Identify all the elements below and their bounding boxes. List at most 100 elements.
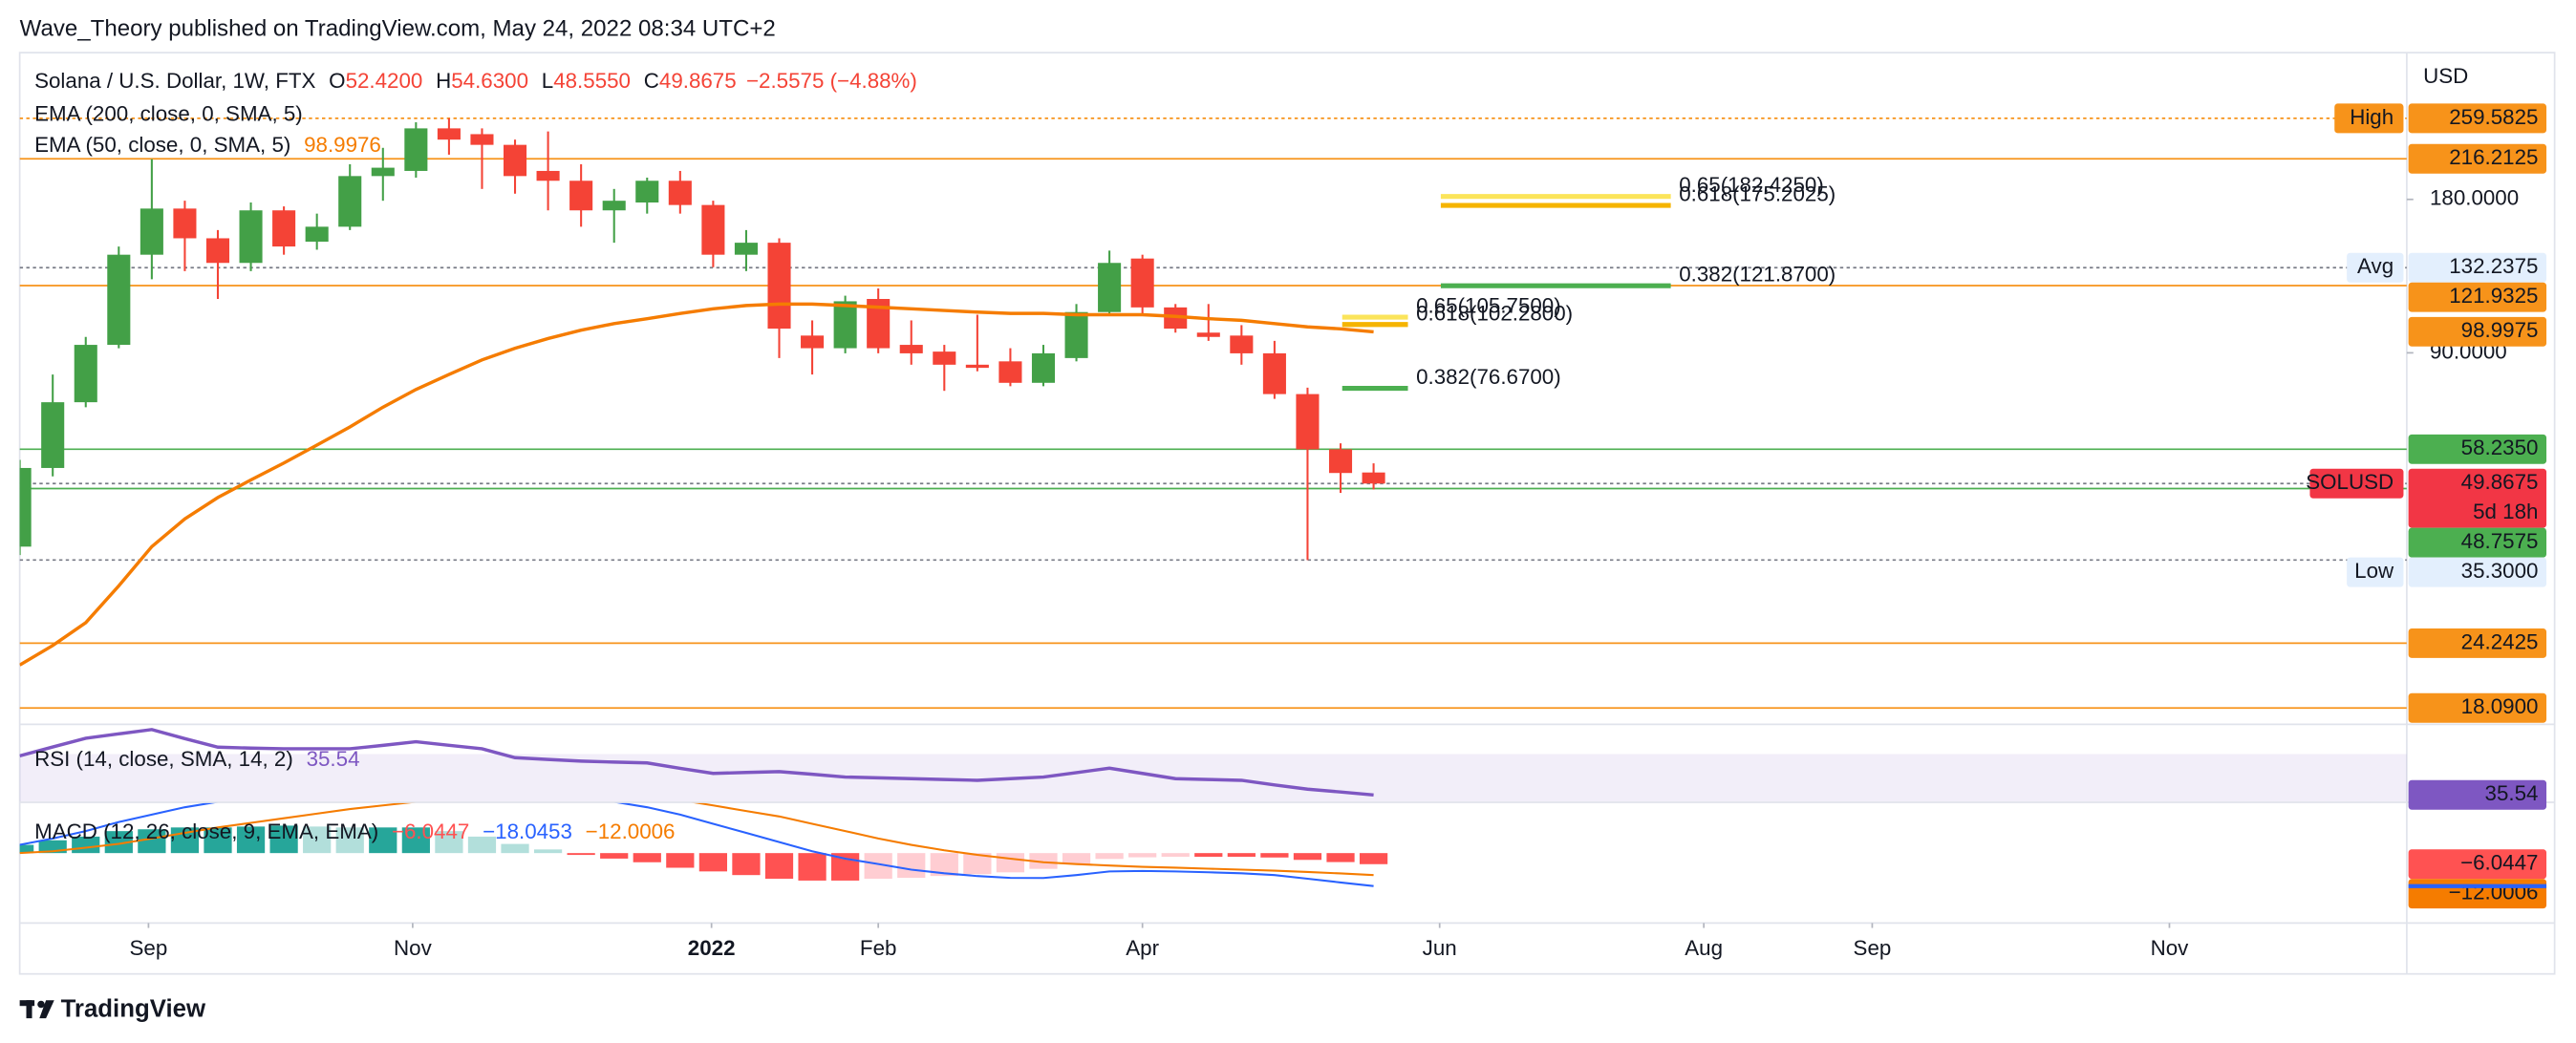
legend-key: O — [329, 69, 345, 93]
price-label-box — [2408, 316, 2547, 347]
legend-value: 98.9976 — [304, 133, 381, 157]
legend-text: MACD (12, 26, close, 9, EMA, EMA) — [34, 820, 378, 843]
candle-body — [305, 226, 329, 243]
legend-value: 35.54 — [307, 747, 360, 771]
price-label-box — [2408, 103, 2547, 134]
candle-body — [239, 210, 263, 264]
macd-histogram-bar — [698, 853, 728, 872]
candle-body — [1098, 263, 1122, 312]
fib-label: 0.618(175.2025) — [1679, 182, 1835, 206]
logo-part — [26, 1000, 32, 1019]
macd-histogram-bar — [435, 831, 463, 854]
macd-histogram-bar — [1128, 853, 1157, 858]
price-label-box — [2408, 692, 2547, 723]
macd-histogram-bar — [501, 843, 529, 854]
price-label: 35.3000 — [2461, 559, 2539, 583]
candle-body — [668, 181, 692, 205]
x-tick-label: Sep — [1854, 936, 1892, 960]
legend: Solana / U.S. Dollar, 1W, FTX O52.4200 H54… — [34, 69, 917, 93]
candle-body — [1031, 352, 1056, 383]
macd-histogram-bar — [401, 827, 430, 854]
macd-histogram-bar — [798, 853, 826, 881]
macd-histogram-bar — [897, 853, 926, 879]
price-tag: SOLUSD — [2306, 470, 2394, 494]
macd-histogram-bar — [1161, 853, 1190, 858]
macd-histogram-bar — [204, 827, 232, 854]
macd-histogram-bar — [1194, 853, 1223, 858]
price-label-box — [2408, 282, 2547, 312]
candle-body — [965, 364, 989, 369]
macd-histogram-bar — [1062, 853, 1091, 864]
macd-histogram-bar — [1227, 853, 1256, 858]
rsi-line — [19, 728, 1374, 797]
x-tick-label: Sep — [130, 936, 168, 960]
signal-line — [19, 802, 1374, 877]
macd-histogram-bar — [600, 853, 629, 859]
macd-histogram-bar — [269, 825, 298, 854]
main-pane: 0.65(182.4250)0.618(175.2025) 0.382(121.8… — [19, 117, 2407, 710]
macd-histogram-bar — [567, 853, 595, 856]
legend-change: −2.5575 (−4.88%) — [746, 69, 917, 93]
price-label: 49.8675 — [2461, 470, 2539, 494]
macd-histogram-bar — [1359, 853, 1388, 864]
macd-histogram-bar — [1326, 853, 1355, 862]
x-tick-label: Jun — [1423, 936, 1457, 960]
macd-histogram-bar — [1260, 853, 1289, 858]
brand: TradingView — [61, 995, 206, 1022]
candle-body — [602, 201, 626, 211]
price-label: 216.2125 — [2449, 145, 2538, 169]
fib-label: 0.382(121.8700) — [1679, 263, 1835, 287]
price-label: 132.2375 — [2449, 254, 2538, 278]
legend-value: 54.6300 — [451, 69, 528, 93]
macd-histogram-bar — [104, 831, 133, 854]
legend-value: 52.4200 — [346, 69, 423, 93]
macd-histogram-bar — [19, 844, 34, 854]
candle-body — [272, 210, 296, 247]
candle-body — [635, 181, 659, 203]
fib-label: 0.618(102.2800) — [1416, 301, 1573, 325]
legend-value: −6.0447 — [392, 820, 469, 843]
price-tag: Low — [2354, 559, 2394, 583]
ema-legend: EMA (50, close, 0, SMA, 5) 98.9976 — [34, 133, 381, 157]
price-label: 5d 18h — [2473, 500, 2538, 523]
x-tick-label: Aug — [1685, 936, 1723, 960]
logo-part — [39, 1000, 54, 1019]
candle-body — [503, 144, 527, 177]
candle-body — [404, 128, 428, 171]
price-label: −6.0447 — [2460, 851, 2538, 875]
price-label-box — [2408, 252, 2547, 283]
macd-histogram-bar — [633, 853, 661, 862]
price-label: 58.2350 — [2461, 436, 2539, 459]
candle-body — [1296, 394, 1320, 450]
publisher: Wave_Theory published on TradingView.com… — [20, 15, 776, 41]
candle-body — [140, 208, 163, 255]
macd-histogram-bar — [1095, 853, 1124, 860]
legend-key: C — [644, 69, 659, 93]
candle-body — [536, 170, 560, 181]
macd-histogram-bar — [930, 853, 958, 877]
brand-logo — [19, 1000, 54, 1019]
candle-body — [205, 238, 230, 264]
candle-body — [569, 181, 593, 211]
logo-part — [37, 1000, 45, 1009]
price-label-box — [2408, 468, 2547, 528]
price-unit: USD — [2423, 64, 2468, 88]
candle-body — [1064, 311, 1088, 358]
price-label: 98.9975 — [2461, 318, 2539, 342]
legend-text: RSI (14, close, SMA, 14, 2) — [34, 747, 293, 771]
candle-body — [173, 208, 197, 239]
macd-histogram-bar — [303, 826, 332, 854]
candle-body — [998, 361, 1022, 383]
candle-body — [1328, 449, 1353, 474]
macd-histogram-bar — [1029, 853, 1058, 869]
price-tag: High — [2350, 105, 2394, 129]
macd-histogram-bar — [732, 853, 761, 876]
candle-body — [1130, 258, 1154, 308]
price-label: 35.54 — [2485, 781, 2539, 805]
fib-label: 0.65(182.4250) — [1679, 173, 1824, 197]
candle-body — [41, 402, 65, 468]
price-label-box — [2408, 434, 2547, 464]
